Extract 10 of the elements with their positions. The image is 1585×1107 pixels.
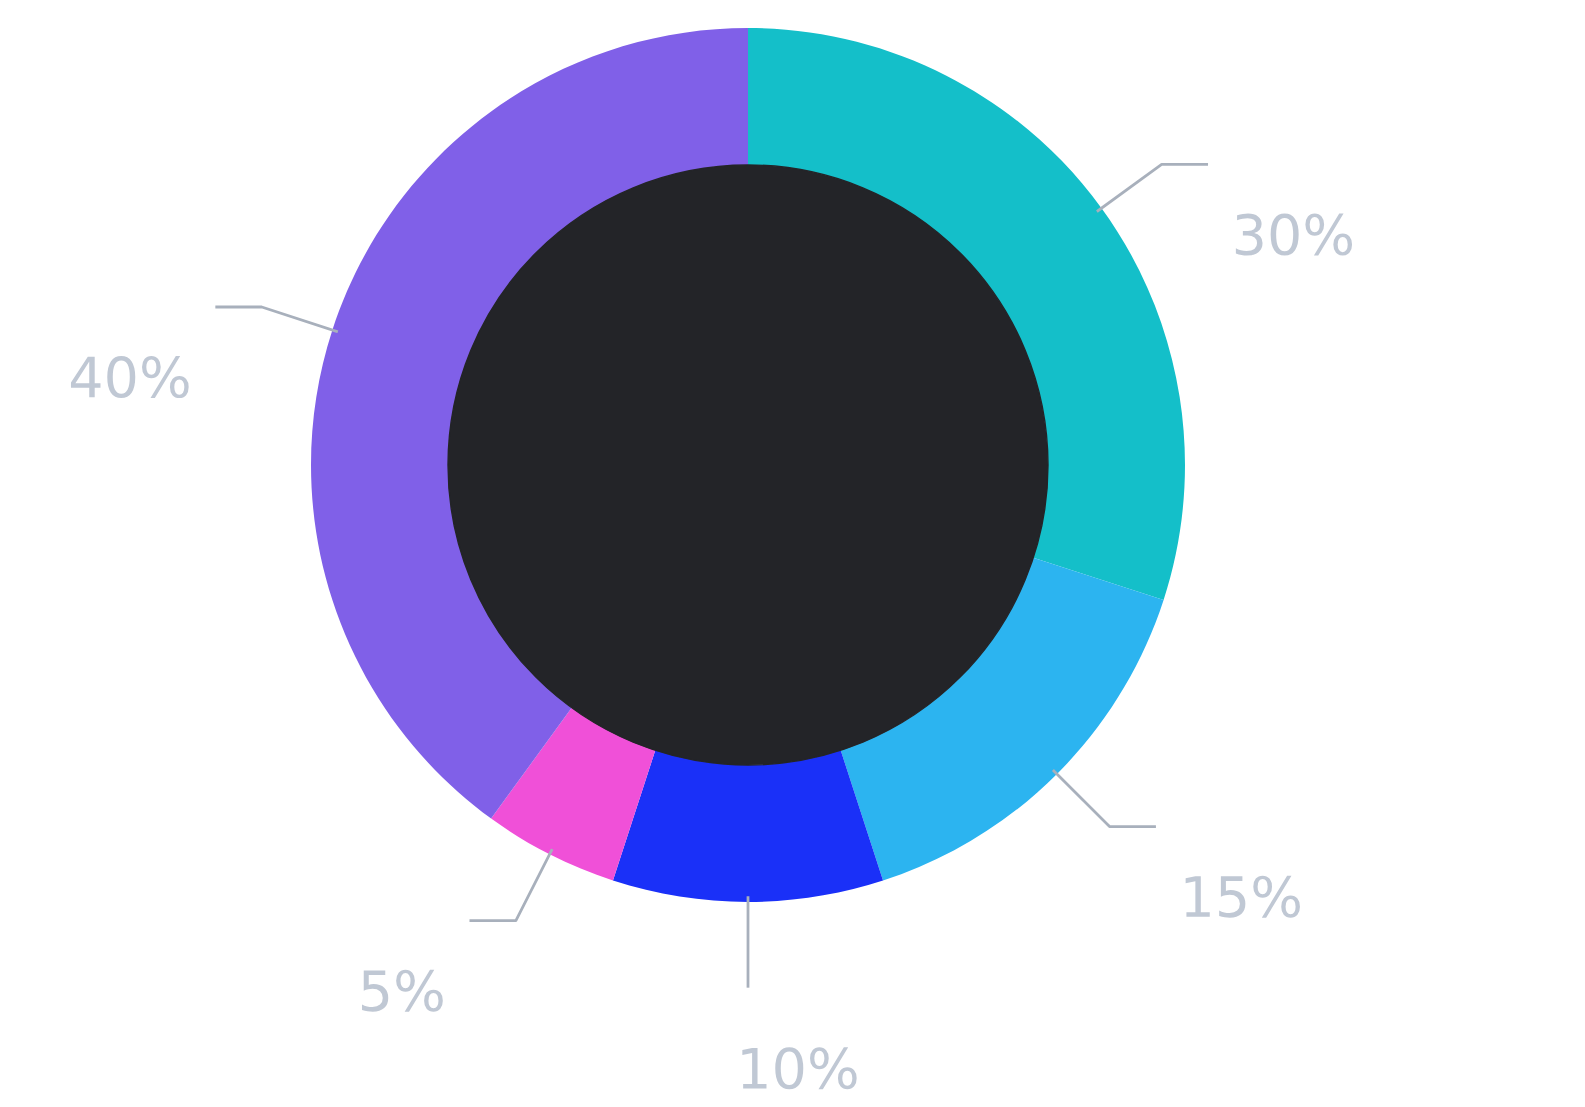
data-label: 10% bbox=[742, 1047, 857, 1090]
donut-slice bbox=[612, 750, 884, 902]
donut-slice bbox=[311, 28, 748, 819]
donut-slice bbox=[748, 28, 1185, 601]
data-label: 40% bbox=[70, 356, 189, 399]
data-label: 30% bbox=[1235, 213, 1353, 256]
donut-slice bbox=[840, 557, 1164, 881]
data-label: 15% bbox=[1185, 875, 1300, 918]
data-label: 5% bbox=[362, 969, 443, 1012]
donut-slice bbox=[491, 707, 656, 881]
